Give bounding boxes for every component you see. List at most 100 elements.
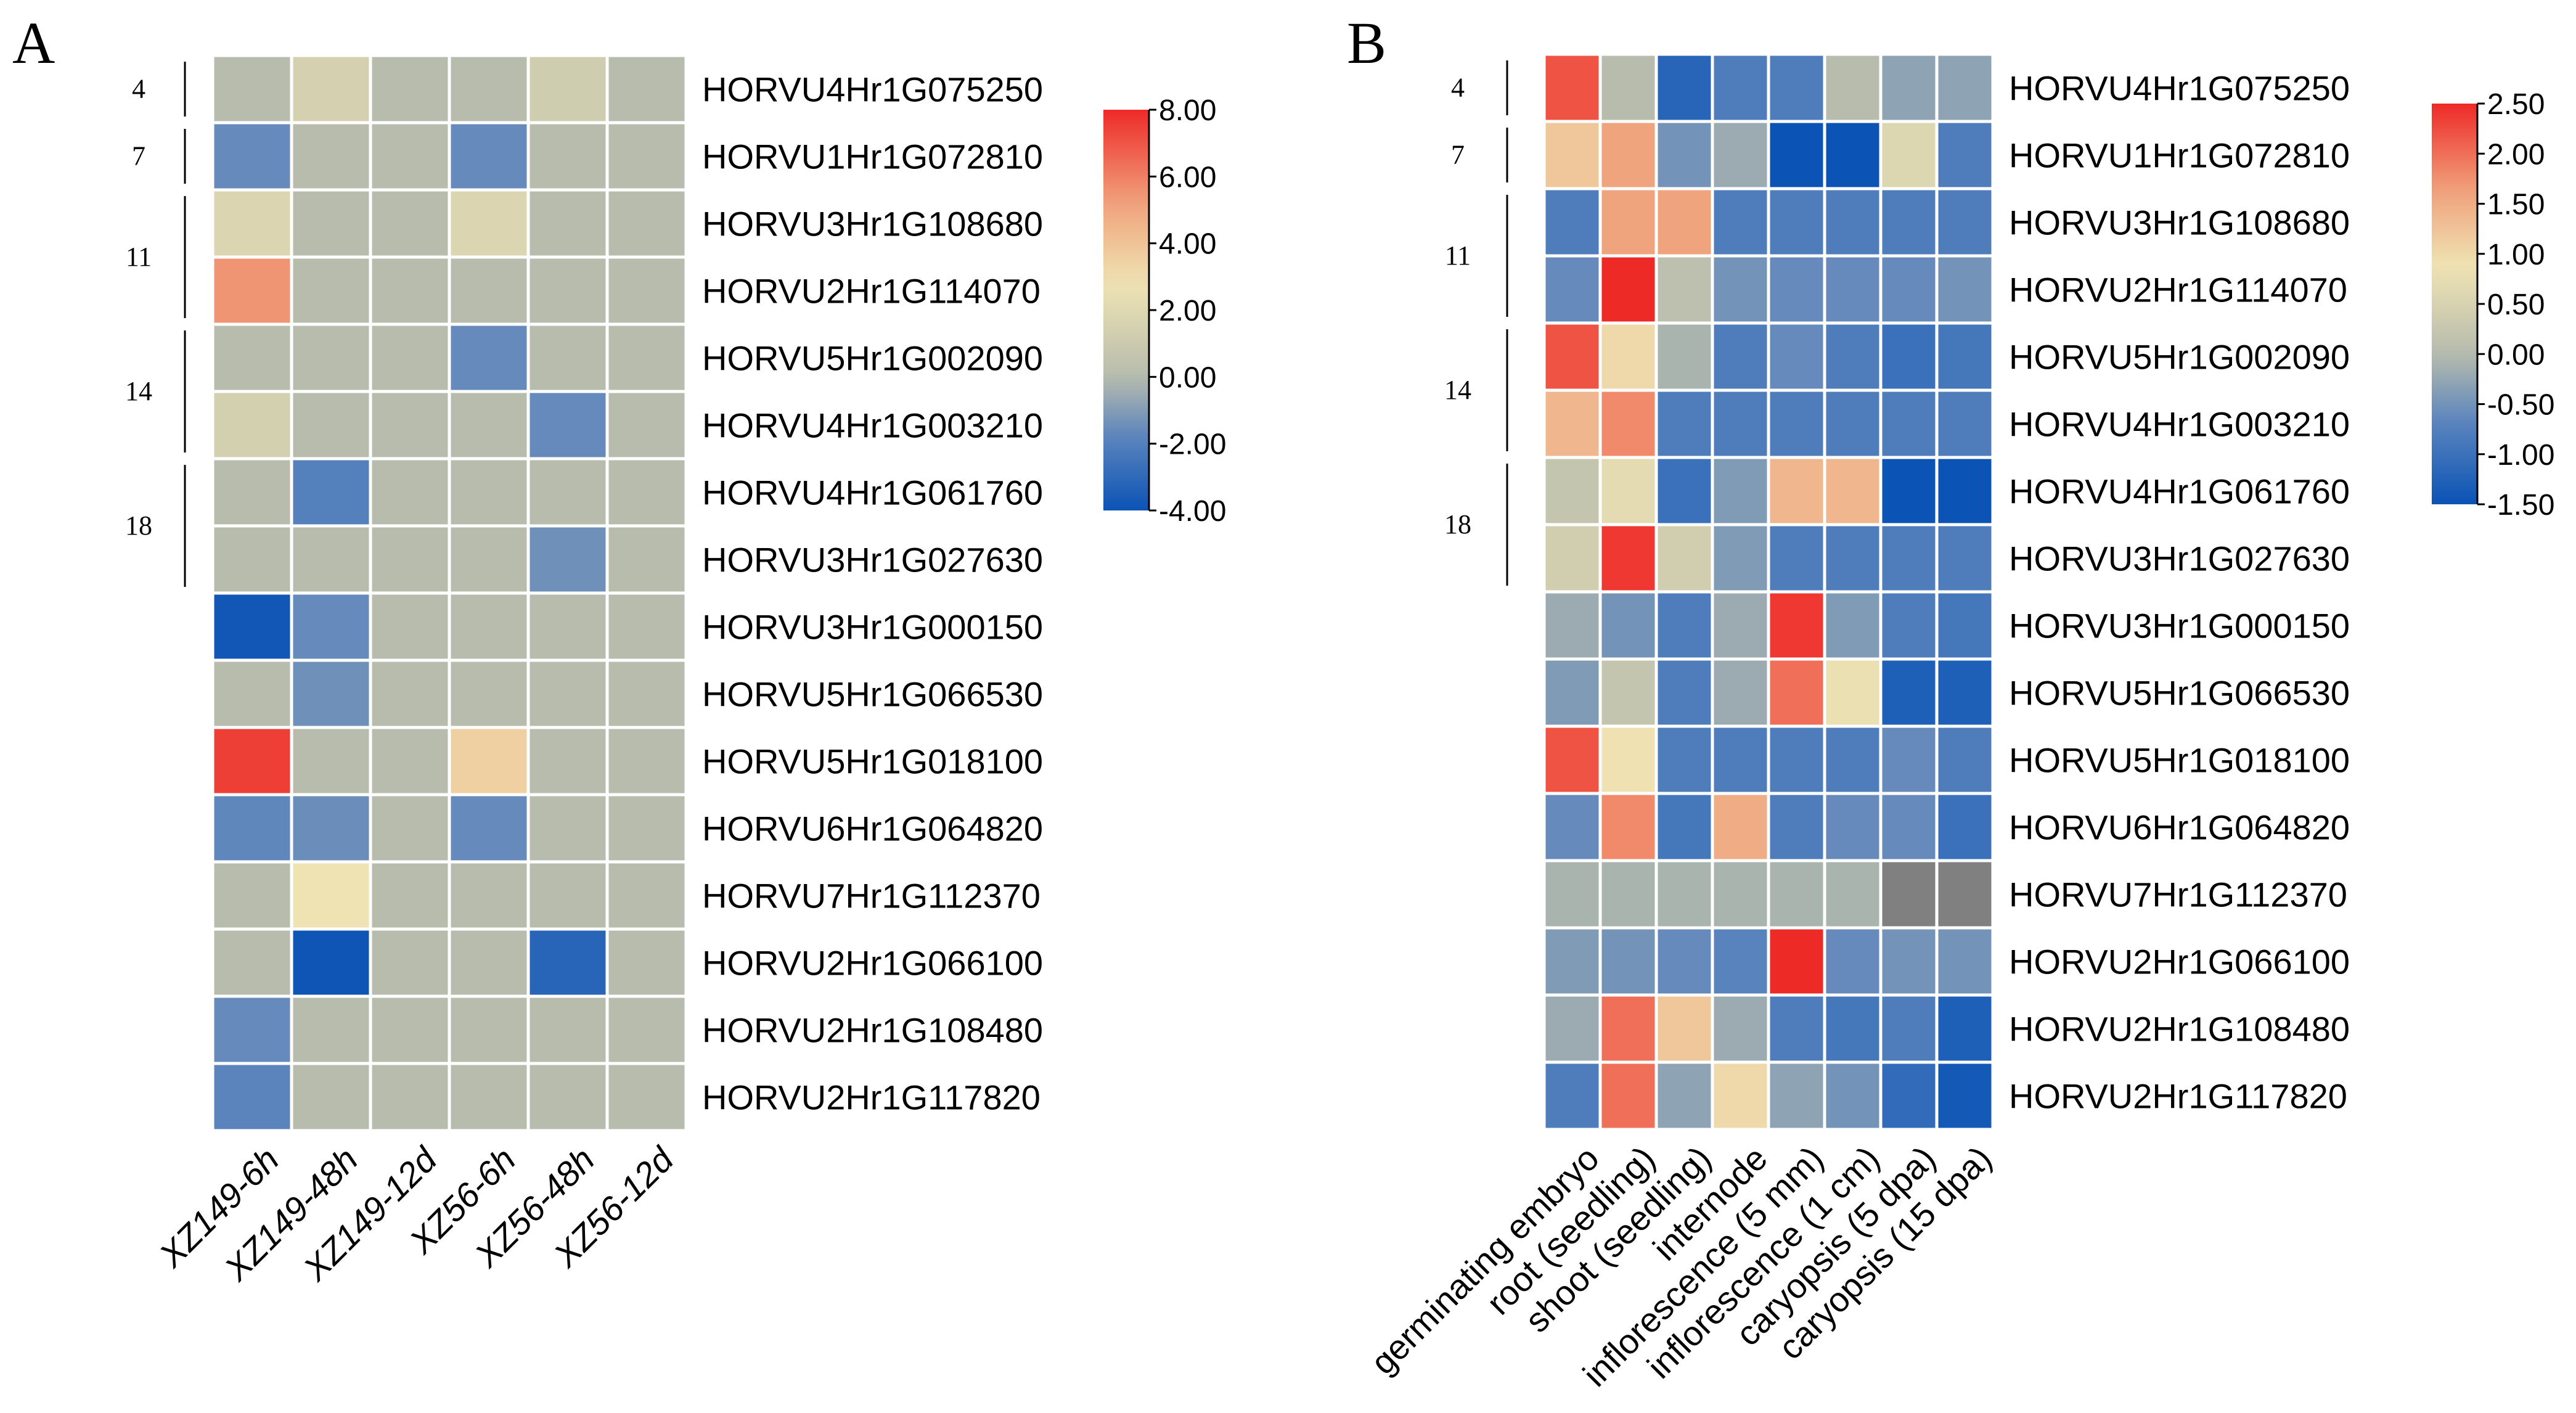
heatmap-cell (1598, 590, 1658, 661)
heatmap-cell (1598, 523, 1658, 594)
heatmap-cell (1879, 120, 1939, 190)
group-label: 14 (125, 376, 152, 406)
heatmap-cell (1598, 724, 1658, 795)
heatmap-cell (369, 390, 451, 461)
heatmap-cell (1879, 859, 1939, 930)
heatmap-cell (1823, 590, 1883, 661)
heatmap-cell (290, 121, 372, 192)
heatmap-cell (1542, 254, 1602, 325)
colorbar-tick-label: 0.50 (2487, 289, 2545, 321)
heatmap-cell (1711, 724, 1770, 795)
heatmap-cell (605, 994, 688, 1065)
heatmap-cell (448, 994, 530, 1065)
heatmap-cell (1542, 52, 1602, 123)
heatmap-cell (1767, 926, 1826, 997)
group-label: 7 (1451, 140, 1465, 170)
heatmap-cell (526, 524, 609, 595)
heatmap-cell (290, 390, 372, 461)
heatmap-cell (526, 994, 609, 1065)
heatmap-cell (290, 658, 372, 729)
row-label: HORVU5Hr1G066530 (2009, 674, 2350, 713)
heatmap-cell (290, 793, 372, 864)
row-label: HORVU6Hr1G064820 (702, 809, 1043, 848)
heatmap-cell (1654, 590, 1714, 661)
heatmap-cell (1542, 523, 1602, 594)
heatmap-cell (1542, 926, 1602, 997)
heatmap-cell (1598, 859, 1658, 930)
heatmap-cell (1823, 388, 1883, 459)
heatmap-cell (448, 322, 530, 393)
panel-a-heatmap: A HORVU4Hr1G075250 HORVU1Hr1G072810 HORVU3H… (12, 10, 1226, 1289)
heatmap-cell (1935, 254, 1995, 325)
heatmap-cell (1711, 388, 1770, 459)
heatmap-cell (448, 188, 530, 259)
heatmap-cell (1823, 523, 1883, 594)
heatmap-cell (290, 255, 372, 326)
heatmap-cell (605, 793, 688, 864)
heatmap-cell (526, 390, 609, 461)
heatmap-cell (1767, 792, 1826, 862)
heatmap-cell (1767, 187, 1826, 258)
heatmap-cell (1654, 1060, 1714, 1131)
heatmap-cell (1598, 1060, 1658, 1131)
heatmap-cell (1711, 120, 1770, 190)
heatmap-cell (448, 121, 530, 192)
heatmap-cell (605, 658, 688, 729)
heatmap-cell (1823, 657, 1883, 728)
heatmap-cell (1711, 254, 1770, 325)
heatmap-cell (1654, 321, 1714, 392)
heatmap-cell (526, 54, 609, 125)
row-label: HORVU7Hr1G112370 (702, 877, 1041, 915)
heatmap-cell (605, 457, 688, 528)
heatmap-cell (1823, 926, 1883, 997)
heatmap-cell (211, 54, 293, 125)
heatmap-cell (1542, 993, 1602, 1064)
colorbar-tick-label: -2.00 (1159, 428, 1226, 461)
heatmap-cell (1542, 792, 1602, 862)
colorbar (1103, 110, 1149, 510)
heatmap-cell (605, 390, 688, 461)
heatmap-cell (1598, 657, 1658, 728)
heatmap-cell (369, 927, 451, 998)
heatmap-cell (448, 726, 530, 797)
heatmap-cell (211, 390, 293, 461)
heatmap-cell (605, 54, 688, 125)
heatmap-cell (211, 793, 293, 864)
heatmap-cell (1654, 859, 1714, 930)
heatmap-cell (1654, 993, 1714, 1064)
heatmap-cell (605, 860, 688, 931)
heatmap-cell (605, 591, 688, 662)
heatmap-cell (1542, 590, 1602, 661)
heatmap-cell (369, 322, 451, 393)
colorbar-tick-label: -0.50 (2487, 389, 2554, 422)
heatmap-cell (1823, 456, 1883, 526)
row-label: HORVU5Hr1G066530 (702, 675, 1043, 714)
heatmap-cell (1823, 254, 1883, 325)
heatmap-cell (1935, 388, 1995, 459)
heatmap-cell (1767, 657, 1826, 728)
heatmap-cell (1935, 859, 1995, 930)
heatmap-cell (1542, 1060, 1602, 1131)
heatmap-cell (211, 860, 293, 931)
colorbar-tick-label: 1.50 (2487, 189, 2545, 221)
heatmap-cell (526, 927, 609, 998)
heatmap-cell (1935, 792, 1995, 862)
colorbar-tick-label: 2.00 (1159, 295, 1216, 327)
heatmap-cell (448, 1062, 530, 1132)
heatmap-cell (1767, 724, 1826, 795)
heatmap-cell (1711, 321, 1770, 392)
heatmap-cell (1654, 52, 1714, 123)
heatmap-cell (290, 1062, 372, 1132)
heatmap-cell (1879, 456, 1939, 526)
heatmap-cell (1879, 657, 1939, 728)
heatmap-cell (1823, 52, 1883, 123)
row-label: HORVU1Hr1G072810 (2009, 136, 2350, 175)
heatmap-cell (1879, 187, 1939, 258)
heatmap-cell (1711, 590, 1770, 661)
row-label: HORVU7Hr1G112370 (2009, 875, 2347, 914)
heatmap-cell (1654, 657, 1714, 728)
heatmap-cell (1935, 1060, 1995, 1131)
heatmap-cell (1598, 926, 1658, 997)
heatmap-cell (1879, 1060, 1939, 1131)
group-label: 11 (1445, 240, 1471, 271)
